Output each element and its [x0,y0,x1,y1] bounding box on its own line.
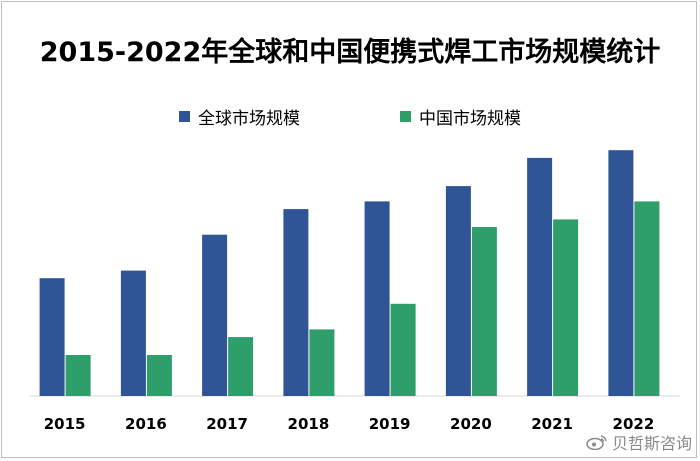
legend-label-global: 全球市场规模 [198,109,300,129]
watermark: 贝哲斯咨询 [586,430,692,454]
legend-swatch-global [179,111,190,122]
legend-item-china: 中国市场规模 [400,104,521,129]
watermark-text: 贝哲斯咨询 [611,434,692,453]
legend-item-global: 全球市场规模 [179,104,300,129]
chart-title: 2015-2022年全球和中国便携式焊工市场规模统计 [39,37,661,68]
legend: 全球市场规模 中国市场规模 [0,104,700,129]
legend-label-china: 中国市场规模 [419,109,521,129]
legend-swatch-china [400,111,411,122]
weibo-icon [586,435,607,450]
